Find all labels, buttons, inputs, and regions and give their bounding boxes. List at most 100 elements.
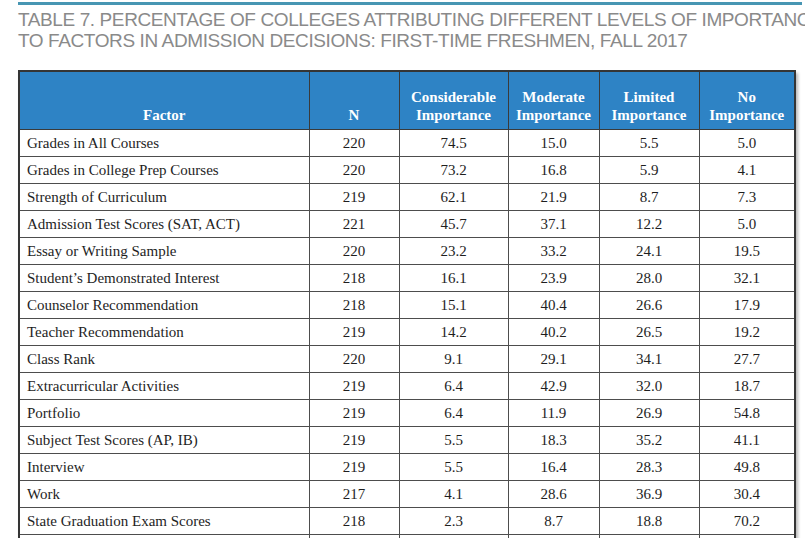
cell-factor: Interview [19,454,309,481]
cell-factor: State Graduation Exam Scores [19,508,309,535]
column-header-label: N [312,106,397,124]
column-header-factor: Factor [19,71,309,130]
column-header-limited-importance: Limited Importance [599,71,699,130]
cell-factor: Work [19,481,309,508]
cell-considerable-importance: 1.9 [399,535,508,538]
cell-limited-importance: 14.8 [599,535,699,538]
cell-no-importance: 5.0 [699,130,795,157]
cell-moderate-importance: 23.9 [508,265,599,292]
cell-moderate-importance: 15.0 [508,130,599,157]
cell-factor: SAT II Scores [19,535,309,538]
cell-no-importance: 4.1 [699,157,795,184]
cell-moderate-importance: 40.4 [508,292,599,319]
column-header-considerable-importance: Considerable Importance [399,71,508,130]
column-header-n: N [309,71,399,130]
cell-moderate-importance: 28.6 [508,481,599,508]
cell-factor: Class Rank [19,346,309,373]
cell-considerable-importance: 74.5 [399,130,508,157]
cell-factor: Extracurricular Activities [19,373,309,400]
table-row: Admission Test Scores (SAT, ACT) 221 45.… [19,211,795,238]
cell-factor: Counselor Recommendation [19,292,309,319]
column-header-label: Factor [22,106,307,124]
cell-n: 219 [309,373,399,400]
table-row: Extracurricular Activities 219 6.4 42.9 … [19,373,795,400]
accent-rule [18,2,802,5]
table-row: SAT II Scores 216 1.9 5.6 14.8 77.8 [19,535,795,538]
cell-factor: Subject Test Scores (AP, IB) [19,427,309,454]
document-page: TABLE 7. PERCENTAGE OF COLLEGES ATTRIBUT… [0,0,805,538]
cell-no-importance: 17.9 [699,292,795,319]
cell-n: 220 [309,238,399,265]
cell-moderate-importance: 42.9 [508,373,599,400]
table-row: Grades in College Prep Courses 220 73.2 … [19,157,795,184]
cell-no-importance: 32.1 [699,265,795,292]
column-header-label: Importance [402,106,506,124]
cell-no-importance: 77.8 [699,535,795,538]
table-row: Class Rank 220 9.1 29.1 34.1 27.7 [19,346,795,373]
column-header-label: No [702,88,793,106]
cell-moderate-importance: 5.6 [508,535,599,538]
table-row: Interview 219 5.5 16.4 28.3 49.8 [19,454,795,481]
cell-n: 219 [309,319,399,346]
table-row: Teacher Recommendation 219 14.2 40.2 26.… [19,319,795,346]
column-header-label: Moderate [511,88,597,106]
cell-considerable-importance: 6.4 [399,400,508,427]
cell-moderate-importance: 29.1 [508,346,599,373]
column-header-label: Considerable [402,88,506,106]
table-row: Counselor Recommendation 218 15.1 40.4 2… [19,292,795,319]
cell-limited-importance: 32.0 [599,373,699,400]
cell-n: 220 [309,157,399,184]
cell-n: 216 [309,535,399,538]
cell-limited-importance: 5.9 [599,157,699,184]
column-header-label: Limited [602,88,697,106]
cell-considerable-importance: 23.2 [399,238,508,265]
cell-moderate-importance: 8.7 [508,508,599,535]
cell-moderate-importance: 16.8 [508,157,599,184]
cell-limited-importance: 18.8 [599,508,699,535]
cell-moderate-importance: 21.9 [508,184,599,211]
table-row: Subject Test Scores (AP, IB) 219 5.5 18.… [19,427,795,454]
cell-no-importance: 19.5 [699,238,795,265]
cell-no-importance: 27.7 [699,346,795,373]
table-row: State Graduation Exam Scores 218 2.3 8.7… [19,508,795,535]
cell-factor: Strength of Curriculum [19,184,309,211]
table-row: Essay or Writing Sample 220 23.2 33.2 24… [19,238,795,265]
cell-factor: Portfolio [19,400,309,427]
cell-n: 219 [309,427,399,454]
cell-considerable-importance: 45.7 [399,211,508,238]
table-caption-line2: TO FACTORS IN ADMISSION DECISIONS: FIRST… [18,30,798,51]
cell-no-importance: 5.0 [699,211,795,238]
cell-limited-importance: 36.9 [599,481,699,508]
cell-moderate-importance: 16.4 [508,454,599,481]
table-row: Student’s Demonstrated Interest 218 16.1… [19,265,795,292]
table-row: Grades in All Courses 220 74.5 15.0 5.5 … [19,130,795,157]
cell-considerable-importance: 73.2 [399,157,508,184]
column-header-no-importance: No Importance [699,71,795,130]
column-header-label: Importance [602,106,697,124]
cell-factor: Grades in All Courses [19,130,309,157]
cell-limited-importance: 34.1 [599,346,699,373]
cell-considerable-importance: 62.1 [399,184,508,211]
table-row: Portfolio 219 6.4 11.9 26.9 54.8 [19,400,795,427]
cell-no-importance: 7.3 [699,184,795,211]
cell-n: 219 [309,400,399,427]
cell-limited-importance: 26.9 [599,400,699,427]
cell-moderate-importance: 18.3 [508,427,599,454]
cell-considerable-importance: 5.5 [399,454,508,481]
cell-considerable-importance: 16.1 [399,265,508,292]
column-header-label: Importance [511,106,597,124]
cell-factor: Admission Test Scores (SAT, ACT) [19,211,309,238]
column-header-label: Importance [702,106,793,124]
cell-limited-importance: 5.5 [599,130,699,157]
cell-moderate-importance: 33.2 [508,238,599,265]
cell-n: 221 [309,211,399,238]
cell-considerable-importance: 14.2 [399,319,508,346]
cell-limited-importance: 28.0 [599,265,699,292]
cell-considerable-importance: 2.3 [399,508,508,535]
cell-factor: Student’s Demonstrated Interest [19,265,309,292]
cell-no-importance: 19.2 [699,319,795,346]
cell-no-importance: 18.7 [699,373,795,400]
cell-considerable-importance: 4.1 [399,481,508,508]
cell-moderate-importance: 37.1 [508,211,599,238]
cell-no-importance: 41.1 [699,427,795,454]
